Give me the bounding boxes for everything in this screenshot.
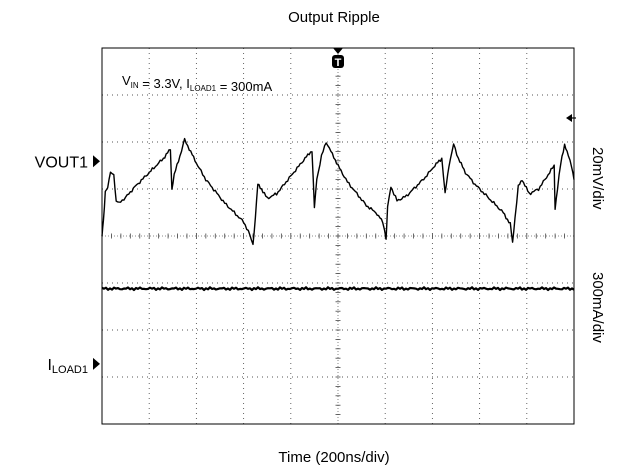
trigger-marker: T	[332, 48, 344, 69]
x-axis-label: Time (200ns/div)	[278, 449, 389, 466]
ground-marker-vout1-icon	[93, 155, 100, 168]
trace-vout1	[101, 137, 575, 246]
trigger-arrow-icon	[333, 48, 343, 54]
trace-layer	[101, 137, 575, 292]
right-label-volts-per-div: 20mV/div	[589, 147, 606, 210]
trigger-letter: T	[335, 57, 342, 69]
ground-marker-iload1-icon	[93, 357, 100, 370]
trace-iload1	[101, 286, 575, 292]
trigger-level-arrow-icon	[566, 114, 572, 122]
channel-label-vout1: VOUT1	[35, 154, 88, 171]
trigger-badge	[332, 55, 344, 68]
graticule	[101, 47, 575, 425]
right-label-amps-per-div: 300mA/div	[589, 272, 606, 343]
conditions-annotation: VIN = 3.3V, ILOAD1 = 300mA	[122, 73, 272, 94]
channel-labels: VOUT1 ILOAD1	[35, 154, 100, 376]
chart-title: Output Ripple	[288, 9, 380, 26]
channel-label-iload1: ILOAD1	[47, 357, 88, 376]
